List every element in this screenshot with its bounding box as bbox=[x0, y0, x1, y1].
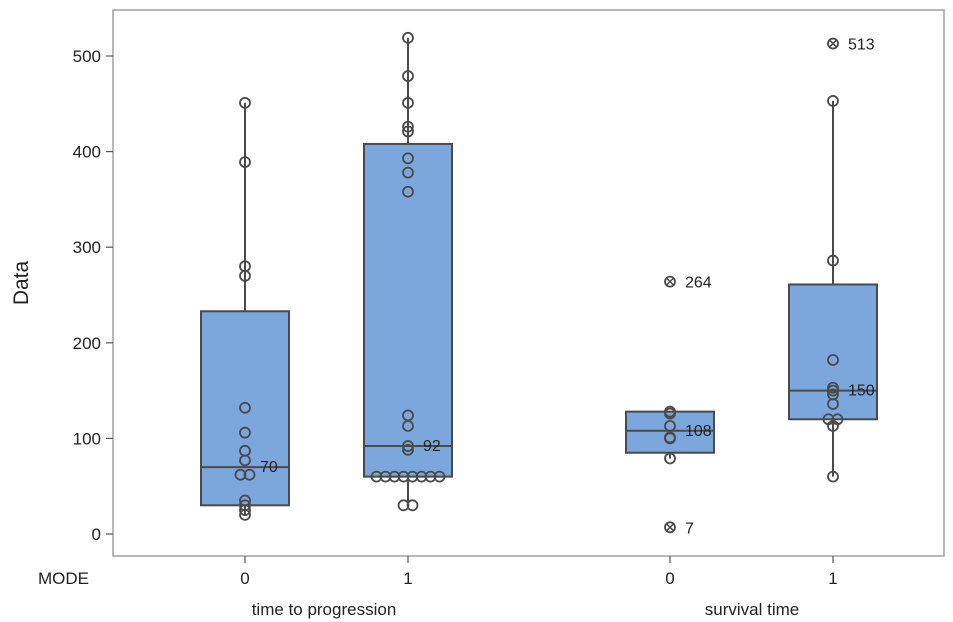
data-point bbox=[234, 468, 247, 481]
data-point bbox=[424, 470, 437, 483]
data-point bbox=[415, 470, 428, 483]
data-point bbox=[664, 431, 676, 444]
mode-tick-label: 0 bbox=[665, 569, 674, 588]
data-point bbox=[397, 470, 410, 483]
data-point bbox=[370, 470, 383, 483]
group-label: time to progression bbox=[252, 600, 397, 619]
data-point bbox=[402, 166, 414, 179]
data-point bbox=[664, 420, 676, 432]
mode-axis-label: MODE bbox=[38, 569, 89, 588]
data-point bbox=[243, 468, 256, 481]
data-point bbox=[402, 440, 414, 452]
data-point bbox=[406, 470, 419, 483]
data-point bbox=[402, 31, 414, 44]
y-tick-label: 400 bbox=[73, 143, 101, 162]
data-point bbox=[379, 470, 392, 483]
data-point bbox=[402, 152, 414, 165]
mode-tick-label: 1 bbox=[828, 569, 837, 588]
y-axis-title: Data bbox=[10, 261, 33, 306]
outlier-point bbox=[664, 521, 676, 534]
outlier-label: 513 bbox=[848, 37, 875, 54]
data-point bbox=[239, 426, 251, 439]
data-point bbox=[402, 125, 414, 138]
median-label: 150 bbox=[848, 383, 875, 400]
y-tick-label: 0 bbox=[92, 525, 101, 544]
data-point bbox=[827, 254, 839, 267]
data-point bbox=[239, 494, 251, 507]
outlier-label: 7 bbox=[685, 520, 694, 537]
data-point bbox=[388, 470, 401, 483]
plot-frame bbox=[112, 9, 945, 557]
y-tick-label: 200 bbox=[73, 334, 101, 353]
data-point bbox=[406, 499, 419, 512]
data-point bbox=[402, 70, 414, 82]
data-point bbox=[402, 409, 414, 422]
data-point bbox=[827, 354, 839, 366]
data-point bbox=[402, 443, 414, 456]
box-0-1: 92 bbox=[363, 31, 453, 512]
data-point bbox=[402, 96, 414, 109]
data-point bbox=[827, 388, 839, 401]
data-point bbox=[402, 185, 414, 198]
data-point bbox=[664, 405, 676, 418]
y-tick-label: 500 bbox=[73, 47, 101, 66]
data-point bbox=[831, 413, 844, 426]
data-point bbox=[822, 413, 835, 426]
data-point bbox=[239, 96, 251, 109]
data-point bbox=[433, 470, 446, 483]
outlier-point bbox=[664, 275, 676, 288]
mode-tick-label: 1 bbox=[403, 569, 412, 588]
data-point bbox=[827, 95, 839, 107]
box-0-0: 70 bbox=[200, 96, 290, 521]
data-point bbox=[664, 452, 676, 465]
y-tick-label: 100 bbox=[73, 429, 101, 448]
data-point bbox=[827, 470, 839, 483]
mode-tick-label: 0 bbox=[240, 569, 249, 588]
data-point bbox=[239, 499, 251, 512]
median-label: 92 bbox=[423, 438, 441, 455]
box-iqr bbox=[788, 283, 878, 421]
box-1-0: 108 264 7 bbox=[625, 275, 715, 537]
median-label: 108 bbox=[685, 423, 712, 440]
box-iqr bbox=[363, 142, 453, 478]
data-point bbox=[827, 381, 839, 394]
data-point bbox=[239, 444, 251, 457]
data-point bbox=[239, 401, 251, 414]
box-layer: 70 92 108 264 7 150 513 bbox=[200, 31, 878, 537]
data-point bbox=[239, 260, 251, 273]
median-label: 70 bbox=[260, 459, 278, 476]
box-1-1: 150 513 bbox=[788, 37, 878, 483]
y-tick-label: 300 bbox=[73, 238, 101, 257]
data-point bbox=[397, 499, 410, 512]
data-point bbox=[402, 120, 414, 133]
group-label: survival time bbox=[705, 600, 799, 619]
outlier-point bbox=[827, 37, 839, 50]
outlier-label: 264 bbox=[685, 275, 712, 292]
y-axis: 0 100 200 300 400 500 bbox=[73, 47, 113, 544]
data-point bbox=[239, 156, 251, 169]
